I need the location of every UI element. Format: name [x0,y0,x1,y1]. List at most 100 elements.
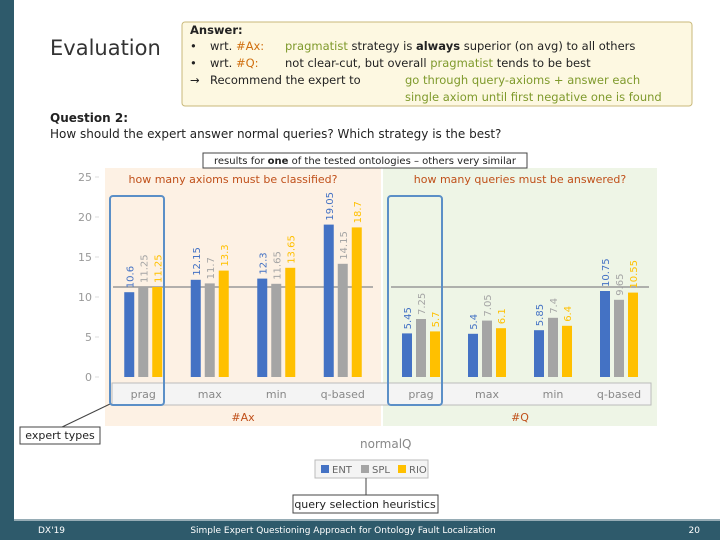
text: always [416,39,460,53]
bar [628,292,638,377]
panel-label: #Q [511,411,529,424]
bar [271,283,282,377]
bar [430,331,440,377]
value-label: 5.85 [535,304,546,326]
answer-bullet: • [190,56,197,70]
text: results for [214,156,265,167]
legend-swatch [321,465,329,473]
answer-line: wrt. #Ax: [210,39,264,53]
bar [218,270,229,377]
x-tick-label: prag [131,388,156,401]
bar [138,287,149,377]
value-label: 13.3 [220,244,231,266]
callout: expert types [25,429,95,442]
value-label: 11.25 [153,254,164,283]
bar [482,320,492,377]
value-label: 11.65 [272,251,283,280]
x-axis-label: normalQ [360,437,412,451]
value-label: 9.65 [615,274,626,296]
value-label: 5.45 [403,307,414,329]
text: pragmatist [430,56,493,70]
callout-line [59,403,111,429]
callout: query selection heuristics [294,498,436,511]
bar [496,328,506,377]
text: #Q: [236,56,259,70]
value-label: 5.4 [469,314,480,330]
bar [190,279,201,377]
bar [614,299,624,377]
text: tends to be best [497,56,591,70]
answer-box [181,21,693,107]
bar [124,292,135,377]
note-box [202,152,528,169]
answer-arrow: → [190,73,200,87]
answer-line: Recommend the expert to [210,73,361,87]
bar [416,319,426,377]
bar [562,325,572,377]
value-label: 10.75 [601,258,612,287]
bar [152,287,163,377]
highlight-box [387,195,443,406]
y-tick-label: 25 [78,171,92,184]
legend-swatch [361,465,369,473]
text: pragmatist [285,39,348,53]
value-label: 11.7 [206,257,217,279]
bar [351,227,362,377]
y-tick-label: 15 [78,251,92,264]
answer-line: go through query-axioms + answer each [405,73,640,87]
text: not clear-cut, but overall [285,56,427,70]
value-label: 6.1 [497,308,508,324]
footer-center: Simple Expert Questioning Approach for O… [190,526,495,536]
value-label: 10.6 [125,266,136,288]
value-label: 5.7 [431,311,442,327]
answer-line: pragmatist strategy is always superior (… [285,39,635,53]
value-label: 7.25 [417,293,428,315]
value-label: 10.55 [629,260,640,289]
note: results for one of the tested ontologies… [214,156,517,167]
legend-label: SPL [372,465,390,476]
value-label: 11.25 [139,254,150,283]
callout-box [19,426,101,445]
answer-bullet: • [190,39,197,53]
answer-line: wrt. #Q: [210,56,259,70]
value-label: 7.05 [483,294,494,316]
answer-line: single axiom until first negative one is… [405,90,662,104]
text: one [268,156,289,167]
legend-swatch [398,465,406,473]
bar [402,333,412,377]
value-label: 6.4 [563,306,574,322]
slide-title: Evaluation [50,36,161,60]
footer-left: DX'19 [38,526,65,536]
y-tick-label: 10 [78,291,92,304]
x-tick-label: q-based [597,388,641,401]
bar [337,263,348,377]
bar [257,278,268,377]
legend-label: RIO [409,465,427,476]
answer-line: not clear-cut, but overall pragmatist te… [285,56,591,70]
value-label: 18.7 [353,201,364,223]
panel-label: #Ax [231,411,255,424]
x-tick-label: max [198,388,222,401]
question-heading: Question 2: [50,111,128,125]
y-tick-label: 20 [78,211,92,224]
panel-title: how many axioms must be classified? [129,173,338,186]
text: superior (on avg) to all others [464,39,636,53]
bar [534,330,544,377]
text: #Ax: [236,39,264,53]
answer-heading: Answer: [190,23,243,37]
value-label: 19.05 [325,192,336,221]
y-tick-label: 5 [85,331,92,344]
value-label: 14.15 [339,231,350,260]
x-tick-label: min [266,388,287,401]
value-label: 13.65 [286,235,297,264]
text: wrt. [210,39,232,53]
value-label: 12.3 [258,252,269,274]
panel-title: how many queries must be answered? [414,173,627,186]
side-strip [0,0,14,540]
question: How should the expert answer normal quer… [50,127,501,141]
text: wrt. [210,56,232,70]
x-tick-label: prag [408,388,433,401]
x-tick-label: min [543,388,564,401]
bar [285,267,296,377]
